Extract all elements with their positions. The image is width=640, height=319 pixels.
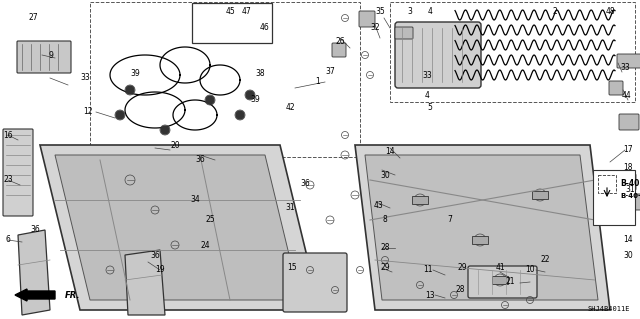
FancyArrow shape: [15, 289, 55, 301]
Text: 13: 13: [425, 291, 435, 300]
Bar: [598, 175, 616, 193]
Circle shape: [126, 86, 134, 94]
Text: FR.: FR.: [65, 291, 81, 300]
Text: 4: 4: [428, 6, 433, 16]
Circle shape: [206, 96, 214, 104]
Text: 46: 46: [260, 24, 270, 33]
Polygon shape: [18, 230, 50, 315]
Text: 6: 6: [6, 235, 10, 244]
FancyBboxPatch shape: [395, 22, 481, 88]
Text: 19: 19: [155, 265, 165, 275]
Text: 34: 34: [190, 196, 200, 204]
FancyBboxPatch shape: [617, 54, 640, 68]
Text: 32: 32: [370, 24, 380, 33]
Text: 14: 14: [623, 235, 633, 244]
Text: 17: 17: [623, 145, 633, 154]
FancyBboxPatch shape: [609, 81, 623, 95]
Text: 44: 44: [622, 91, 632, 100]
Text: 45: 45: [225, 6, 235, 16]
FancyBboxPatch shape: [359, 11, 375, 27]
Text: 30: 30: [380, 170, 390, 180]
FancyBboxPatch shape: [17, 41, 71, 73]
FancyBboxPatch shape: [468, 266, 537, 298]
Polygon shape: [355, 145, 610, 310]
Circle shape: [246, 91, 254, 99]
Bar: [472, 236, 488, 244]
Text: 43: 43: [373, 201, 383, 210]
Text: 16: 16: [3, 130, 13, 139]
Text: 37: 37: [325, 68, 335, 77]
Text: 29: 29: [457, 263, 467, 272]
Text: 15: 15: [287, 263, 297, 272]
Circle shape: [116, 111, 124, 119]
Polygon shape: [55, 155, 300, 300]
Text: 48: 48: [605, 6, 615, 16]
Text: 39: 39: [130, 69, 140, 78]
Polygon shape: [365, 155, 598, 300]
Text: 20: 20: [170, 140, 180, 150]
Text: 8: 8: [383, 216, 387, 225]
Text: 14: 14: [385, 147, 395, 157]
FancyBboxPatch shape: [629, 194, 640, 210]
Text: 28: 28: [455, 286, 465, 294]
Text: 38: 38: [255, 69, 265, 78]
Bar: [90, 2, 360, 157]
Circle shape: [161, 126, 169, 134]
Text: 4: 4: [424, 91, 429, 100]
Bar: [532, 191, 548, 199]
Text: 11: 11: [423, 265, 433, 275]
Bar: [492, 276, 508, 284]
Text: 36: 36: [300, 179, 310, 188]
Text: 10: 10: [525, 265, 535, 275]
FancyBboxPatch shape: [3, 129, 33, 216]
Text: 1: 1: [316, 78, 321, 86]
Bar: [390, 2, 635, 102]
Text: 21: 21: [505, 278, 515, 286]
Bar: [192, 3, 272, 43]
Text: 39: 39: [250, 95, 260, 105]
Text: 33: 33: [80, 73, 90, 83]
Bar: [593, 170, 635, 225]
Text: B-40-2: B-40-2: [620, 193, 640, 199]
Text: 22: 22: [540, 256, 550, 264]
Text: 2: 2: [552, 6, 557, 16]
FancyBboxPatch shape: [614, 174, 636, 190]
Text: 36: 36: [150, 250, 160, 259]
Text: 23: 23: [3, 175, 13, 184]
Text: 27: 27: [28, 12, 38, 21]
Text: B-40: B-40: [620, 179, 639, 188]
Text: 28: 28: [380, 243, 390, 253]
Text: SHJ4B4011E: SHJ4B4011E: [588, 306, 630, 312]
Circle shape: [236, 111, 244, 119]
Text: 5: 5: [428, 103, 433, 113]
Text: 42: 42: [285, 102, 295, 112]
Text: 31: 31: [625, 186, 635, 195]
Text: 26: 26: [335, 38, 345, 47]
Text: 33: 33: [422, 70, 432, 79]
Text: 47: 47: [242, 6, 252, 16]
FancyBboxPatch shape: [619, 114, 639, 130]
Text: 33: 33: [620, 63, 630, 72]
Text: 36: 36: [195, 155, 205, 165]
Text: 7: 7: [447, 216, 452, 225]
Text: 41: 41: [495, 263, 505, 272]
FancyBboxPatch shape: [395, 27, 413, 39]
Text: 35: 35: [375, 6, 385, 16]
FancyBboxPatch shape: [283, 253, 347, 312]
Text: 3: 3: [408, 6, 412, 16]
Bar: [412, 196, 428, 204]
Text: 18: 18: [623, 164, 633, 173]
Text: 25: 25: [205, 216, 215, 225]
Polygon shape: [125, 250, 165, 315]
Text: 30: 30: [623, 250, 633, 259]
Text: 24: 24: [200, 241, 210, 249]
Text: 31: 31: [285, 203, 295, 211]
FancyBboxPatch shape: [332, 43, 346, 57]
Polygon shape: [40, 145, 320, 310]
Text: 36: 36: [30, 226, 40, 234]
Text: 9: 9: [49, 50, 53, 60]
Text: 12: 12: [83, 108, 93, 116]
Text: 29: 29: [380, 263, 390, 272]
